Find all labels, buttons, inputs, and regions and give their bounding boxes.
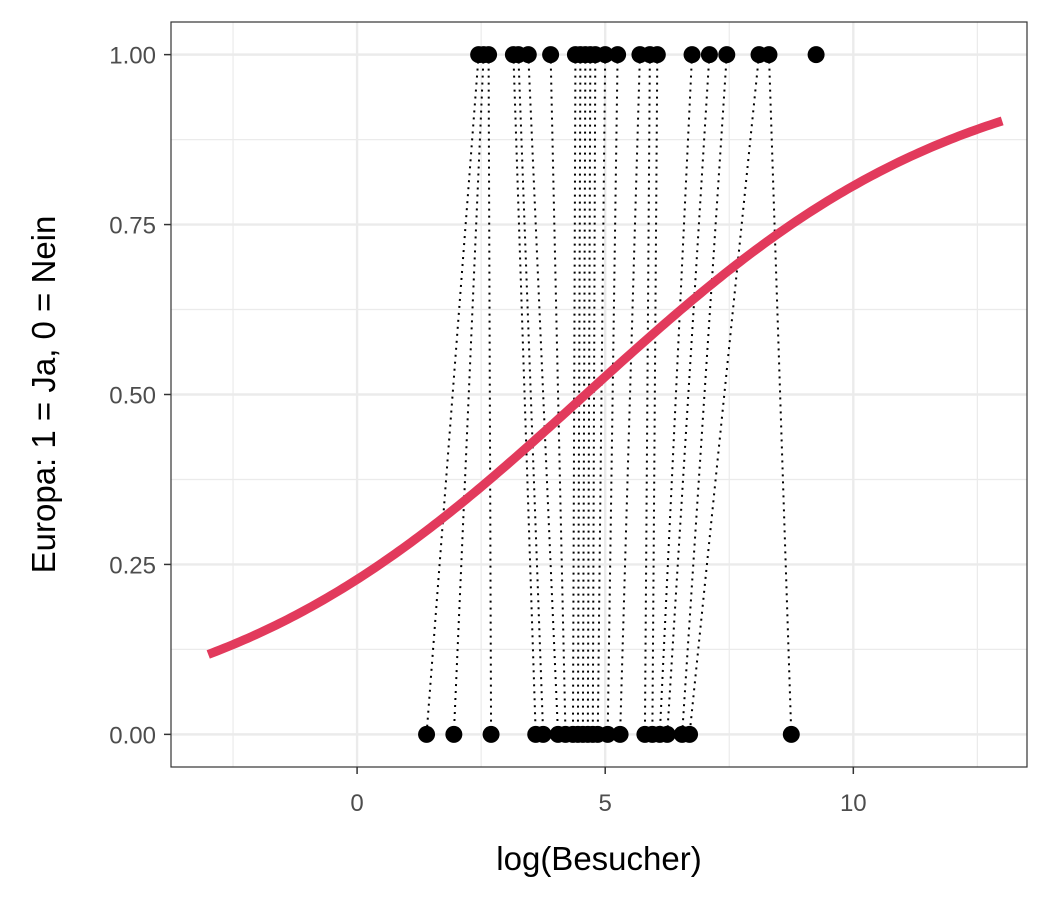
connector-line [596,54,607,735]
x-tick-label: 5 [599,790,612,817]
x-axis-title: log(Besucher) [496,840,701,877]
data-point-ja [519,46,537,64]
connector-line [666,54,711,735]
connector-line [425,54,480,735]
connector-line [549,54,567,735]
y-axis-title: Europa: 1 = Ja, 0 = Nein [25,216,62,574]
data-point-nein [658,725,676,743]
data-point-nein [599,725,617,743]
data-point-nein [681,725,699,743]
logistic-curve-layer [206,116,1004,659]
data-point-ja [480,46,498,64]
connector-line [512,54,537,735]
connector-line [527,54,560,735]
x-tick-label: 0 [350,790,363,817]
data-point-nein [534,725,552,743]
data-point-ja [683,46,701,64]
data-point-ja [807,46,825,64]
data-point-ja [542,46,560,64]
data-point-nein [445,725,463,743]
data-point-ja [609,46,627,64]
data-point-ja [718,46,736,64]
connector-line [517,54,545,735]
connector-line [606,54,619,735]
data-points [418,46,825,743]
x-tick-label: 10 [840,790,867,817]
connector-line [581,54,587,735]
connector-line [651,54,659,735]
connector-line [658,54,694,735]
axis-ticks: 0 5 10 0.00 0.25 0.50 0.75 1.00 [109,43,866,817]
data-point-ja [648,46,666,64]
connector-line [487,54,493,735]
connector-line [681,54,728,735]
data-point-nein [611,725,629,743]
connector-line [767,54,793,735]
connector-line [688,54,761,735]
data-point-ja [760,46,778,64]
y-tick-label: 0.25 [109,552,156,579]
connector-line [571,54,577,735]
connector-line [643,54,651,735]
data-point-nein [482,725,500,743]
grid-lines [171,22,1027,767]
data-point-ja [596,46,614,64]
connector-lines [425,54,793,735]
data-point-nein [782,725,800,743]
connector-line [619,54,641,735]
connector-line [576,54,582,735]
connector-line [586,54,592,735]
y-tick-label: 0.75 [109,213,156,240]
logistic-curve [206,116,1004,659]
data-point-nein [418,725,436,743]
y-tick-label: 0.00 [109,722,156,749]
y-tick-label: 0.50 [109,383,156,410]
y-tick-label: 1.00 [109,43,156,70]
connector-line [452,54,485,735]
data-point-ja [700,46,718,64]
connector-line [591,54,597,735]
